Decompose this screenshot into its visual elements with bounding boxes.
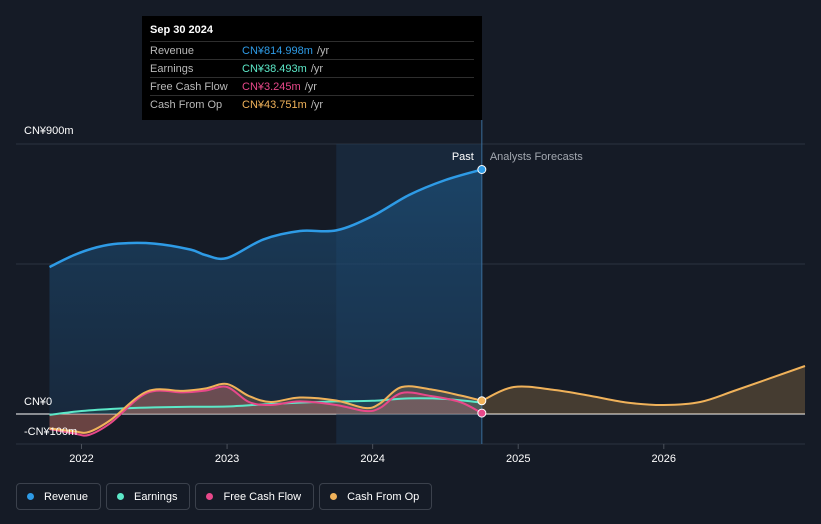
cash-from-op-forecast-area	[481, 366, 805, 414]
tooltip-unit: /yr	[310, 98, 324, 111]
tooltip-value: CN¥3.245m	[242, 80, 301, 93]
x-tick-label: 2026	[652, 453, 676, 465]
tooltip-value: CN¥38.493m	[242, 62, 307, 75]
x-tick-label: 2023	[215, 453, 239, 465]
revenue-area	[49, 169, 482, 414]
earnings-dot-icon	[117, 493, 125, 500]
revenue-line	[48, 168, 483, 269]
end-markers	[477, 165, 487, 418]
legend: Revenue Earnings Free Cash Flow Cash Fro…	[16, 483, 433, 510]
tooltip-row-earnings: Earnings CN¥38.493m /yr	[150, 59, 474, 77]
tooltip-label: Free Cash Flow	[150, 80, 228, 93]
tooltip-label: Revenue	[150, 44, 195, 57]
tooltip-label: Earnings	[150, 62, 194, 75]
y-tick-label: CN¥900m	[24, 125, 74, 137]
x-tick-label: 2024	[360, 453, 384, 465]
cash-from-op-forecast-line	[481, 365, 806, 407]
x-tick-label: 2022	[69, 453, 93, 465]
revenue-end-marker	[477, 165, 487, 174]
tooltip-label: Cash From Op	[150, 98, 223, 111]
legend-label: Earnings	[134, 490, 178, 503]
free-cash-flow-end-marker	[477, 408, 487, 418]
y-axis-labels: CN¥900m CN¥0 -CN¥100m	[24, 125, 77, 438]
tooltip-row-revenue: Revenue CN¥814.998m /yr	[150, 41, 474, 59]
tooltip-unit: /yr	[304, 80, 317, 93]
tooltip-row-free-cash-flow: Free Cash Flow CN¥3.245m /yr	[150, 77, 474, 95]
free-cash-flow-area	[49, 386, 482, 436]
tooltip: Sep 30 2024 Revenue CN¥814.998m /yr Earn…	[142, 16, 482, 120]
y-tick-label: CN¥0	[24, 396, 52, 408]
revenue-dot-icon	[27, 493, 34, 500]
area-fills	[49, 169, 805, 436]
legend-label: Cash From Op	[347, 490, 420, 503]
legend-label: Free Cash Flow	[223, 490, 302, 503]
cash-from-op-end-marker	[477, 396, 487, 406]
cash-from-op-dot-icon	[330, 493, 338, 500]
past-label: Past	[452, 151, 474, 163]
tooltip-unit: /yr	[310, 62, 324, 75]
y-tick-label: -CN¥100m	[24, 426, 77, 438]
x-tick-label: 2025	[506, 453, 530, 465]
series-lines	[48, 168, 806, 437]
tooltip-date: Sep 30 2024	[150, 24, 213, 36]
legend-item-free-cash-flow[interactable]: Free Cash Flow	[195, 483, 315, 510]
tooltip-row-cash-from-op: Cash From Op CN¥43.751m /yr	[150, 95, 474, 113]
tooltip-value: CN¥814.998m	[242, 44, 313, 57]
tooltip-value: CN¥43.751m	[242, 98, 307, 111]
cash-from-op-line	[49, 382, 483, 434]
cash-from-op-area	[49, 383, 482, 433]
legend-item-revenue[interactable]: Revenue	[16, 483, 102, 510]
legend-item-cash-from-op[interactable]: Cash From Op	[319, 483, 433, 510]
forecast-label: Analysts Forecasts	[490, 151, 583, 163]
x-axis-labels: 2022 2023 2024 2025 2026	[69, 444, 676, 465]
legend-item-earnings[interactable]: Earnings	[106, 483, 191, 510]
free-cash-flow-line	[49, 385, 483, 437]
legend-label: Revenue	[44, 490, 89, 503]
tooltip-unit: /yr	[316, 44, 330, 57]
free-cash-flow-dot-icon	[206, 493, 214, 500]
